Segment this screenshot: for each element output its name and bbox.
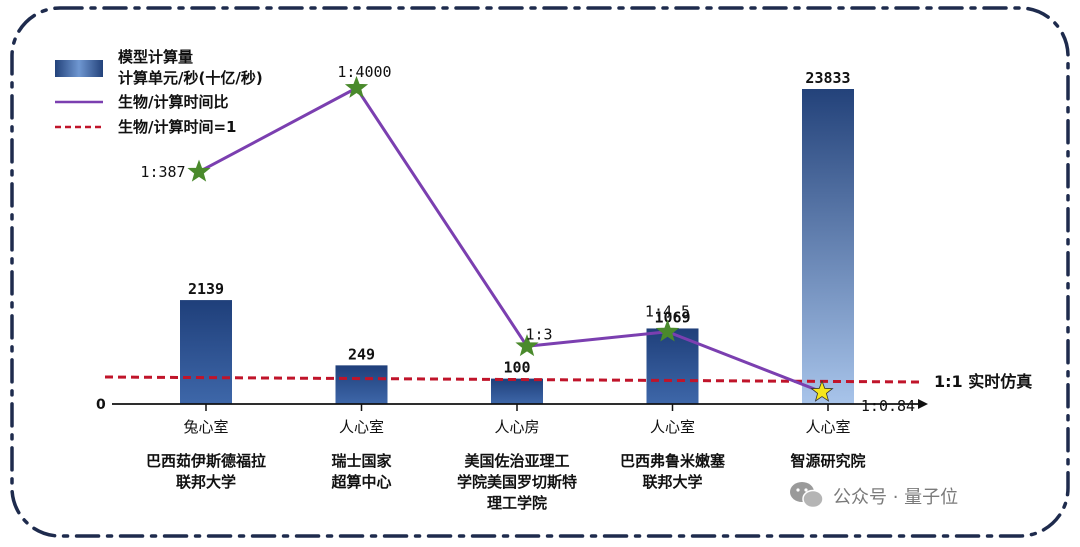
legend-bar-label-line2: 计算单元/秒(十亿/秒) [118, 69, 263, 87]
legend-bar-swatch [55, 60, 103, 77]
bar-value-label-4: 23833 [805, 69, 850, 87]
institution-label-2-0: 美国佐治亚理工 [464, 452, 569, 470]
category-label-3: 人心室 [650, 418, 695, 436]
category-label-2: 人心房 [494, 418, 539, 436]
category-label-4: 人心室 [805, 418, 850, 436]
category-label-0: 兔心室 [183, 418, 228, 436]
bar-2 [491, 378, 543, 404]
bar-0 [180, 300, 232, 404]
bar-4 [802, 89, 854, 404]
ratio-point-star-1 [344, 75, 369, 98]
institution-label-3-1: 联邦大学 [642, 473, 702, 491]
institution-label-2-2: 理工学院 [487, 494, 547, 512]
legend: 模型计算量 计算单元/秒(十亿/秒) 生物/计算时间比 生物/计算时间=1 [55, 48, 263, 136]
x-axis-ticks [205, 404, 829, 411]
institution-label-1-0: 瑞士国家 [331, 452, 391, 470]
bar-value-label-0: 2139 [188, 280, 224, 298]
y-origin-label: 0 [96, 397, 106, 413]
institution-label-0-0: 巴西茹伊斯德福拉 [146, 452, 266, 470]
institution-label-4-0: 智源研究院 [790, 452, 865, 470]
category-labels: 兔心室 人心室 人心房 人心室 人心室 [183, 418, 850, 436]
wechat-icon [790, 482, 824, 509]
bar-series [180, 89, 854, 404]
ratio-point-star-4 [810, 379, 834, 402]
legend-bar-label-line1: 模型计算量 [118, 48, 193, 66]
ratio-point-star-2 [515, 334, 539, 357]
ratio-points [187, 75, 834, 402]
ratio-value-label-3: 1:4.5 [645, 303, 690, 321]
legend-line-label: 生物/计算时间比 [118, 93, 228, 111]
ratio-value-label-1: 1:4000 [337, 63, 391, 81]
institution-label-3-0: 巴西弗鲁米嫩塞 [620, 452, 726, 470]
reference-line-label: 1:1 实时仿真 [934, 372, 1032, 391]
ratio-point-star-3 [655, 319, 680, 342]
ratio-line [198, 86, 823, 394]
ratio-point-star-0 [187, 159, 211, 182]
bar-1 [335, 365, 388, 404]
ratio-value-label-2: 1:3 [525, 325, 552, 343]
category-label-1: 人心室 [339, 418, 384, 436]
institution-label-2-1: 学院美国罗切斯特 [457, 473, 577, 491]
bar-value-label-3: 1069 [654, 308, 690, 326]
ratio-labels: 1:387 1:4000 1:3 1:4.5 1:0.84 [140, 63, 915, 415]
watermark-text: 公众号 · 量子位 [833, 487, 958, 508]
institution-labels: 巴西茹伊斯德福拉联邦大学瑞士国家超算中心美国佐治亚理工学院美国罗切斯特理工学院巴… [146, 452, 866, 512]
institution-label-1-1: 超算中心 [330, 473, 391, 491]
bar-value-label-2: 100 [503, 359, 530, 377]
institution-label-0-1: 联邦大学 [176, 473, 236, 491]
ratio-value-label-4: 1:0.84 [861, 397, 915, 415]
chart-frame [10, 6, 1070, 538]
bar-labels: 2139 249 100 1069 23833 [188, 69, 851, 377]
watermark: 公众号 · 量子位 [790, 482, 958, 509]
ratio-value-label-0: 1:387 [140, 163, 185, 181]
bar-value-label-1: 249 [348, 345, 375, 363]
legend-reference-label: 生物/计算时间=1 [118, 118, 237, 136]
reference-line [104, 375, 921, 384]
